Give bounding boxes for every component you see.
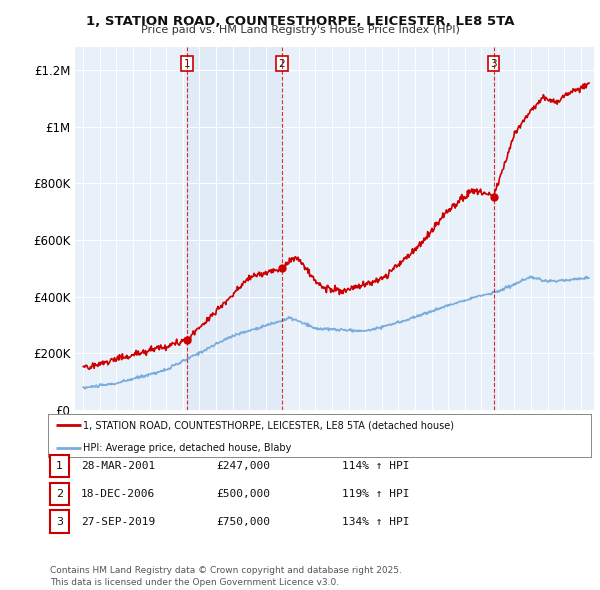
Text: 1, STATION ROAD, COUNTESTHORPE, LEICESTER, LE8 5TA (detached house): 1, STATION ROAD, COUNTESTHORPE, LEICESTE… bbox=[83, 421, 454, 430]
Text: 28-MAR-2001: 28-MAR-2001 bbox=[81, 461, 155, 471]
Text: 18-DEC-2006: 18-DEC-2006 bbox=[81, 489, 155, 499]
Text: Price paid vs. HM Land Registry's House Price Index (HPI): Price paid vs. HM Land Registry's House … bbox=[140, 25, 460, 35]
Text: 2: 2 bbox=[56, 489, 63, 499]
Text: 3: 3 bbox=[56, 517, 63, 526]
Text: 2: 2 bbox=[278, 58, 285, 68]
Text: 1: 1 bbox=[184, 58, 190, 68]
Text: 1: 1 bbox=[56, 461, 63, 471]
Text: 119% ↑ HPI: 119% ↑ HPI bbox=[342, 489, 409, 499]
Text: 134% ↑ HPI: 134% ↑ HPI bbox=[342, 517, 409, 526]
Text: £247,000: £247,000 bbox=[216, 461, 270, 471]
Text: 1, STATION ROAD, COUNTESTHORPE, LEICESTER, LE8 5TA: 1, STATION ROAD, COUNTESTHORPE, LEICESTE… bbox=[86, 15, 514, 28]
Text: Contains HM Land Registry data © Crown copyright and database right 2025.
This d: Contains HM Land Registry data © Crown c… bbox=[50, 566, 401, 587]
Text: 27-SEP-2019: 27-SEP-2019 bbox=[81, 517, 155, 526]
Text: 114% ↑ HPI: 114% ↑ HPI bbox=[342, 461, 409, 471]
Bar bbox=[187, 47, 282, 410]
Text: 3: 3 bbox=[490, 58, 497, 68]
Text: £500,000: £500,000 bbox=[216, 489, 270, 499]
Text: HPI: Average price, detached house, Blaby: HPI: Average price, detached house, Blab… bbox=[83, 442, 292, 453]
Text: £750,000: £750,000 bbox=[216, 517, 270, 526]
